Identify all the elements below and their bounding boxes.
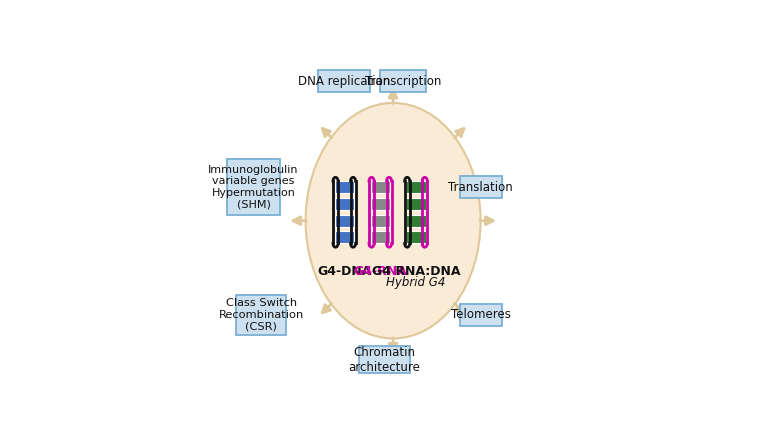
FancyBboxPatch shape xyxy=(227,159,279,215)
Ellipse shape xyxy=(305,103,481,338)
Text: Chromatin
architecture: Chromatin architecture xyxy=(349,346,420,374)
FancyBboxPatch shape xyxy=(360,346,410,373)
Bar xyxy=(407,215,426,227)
Text: Telomeres: Telomeres xyxy=(451,309,511,321)
Bar xyxy=(334,232,354,243)
Bar xyxy=(370,198,390,210)
FancyBboxPatch shape xyxy=(236,295,286,335)
Text: Class Switch
Recombination
(CSR): Class Switch Recombination (CSR) xyxy=(219,298,304,332)
Bar xyxy=(407,232,426,243)
Bar xyxy=(334,198,354,210)
Text: Hybrid G4: Hybrid G4 xyxy=(387,276,446,289)
Bar xyxy=(334,215,354,227)
Text: Transcription: Transcription xyxy=(365,75,441,87)
FancyBboxPatch shape xyxy=(459,176,502,198)
Text: Immunoglobulin
variable genes
Hypermutation
(SHM): Immunoglobulin variable genes Hypermutat… xyxy=(208,165,298,209)
Bar xyxy=(370,181,390,193)
Text: DNA replication: DNA replication xyxy=(298,75,390,87)
Text: G4 RNA:DNA: G4 RNA:DNA xyxy=(372,265,460,278)
Text: G4-RNA: G4-RNA xyxy=(354,265,407,278)
Bar xyxy=(334,181,354,193)
Bar xyxy=(407,198,426,210)
FancyBboxPatch shape xyxy=(380,70,426,92)
Bar xyxy=(370,232,390,243)
Text: G4-DNA: G4-DNA xyxy=(317,265,371,278)
FancyBboxPatch shape xyxy=(318,70,370,92)
Bar xyxy=(407,181,426,193)
Bar xyxy=(370,215,390,227)
Text: Translation: Translation xyxy=(448,180,513,194)
FancyBboxPatch shape xyxy=(459,304,502,326)
